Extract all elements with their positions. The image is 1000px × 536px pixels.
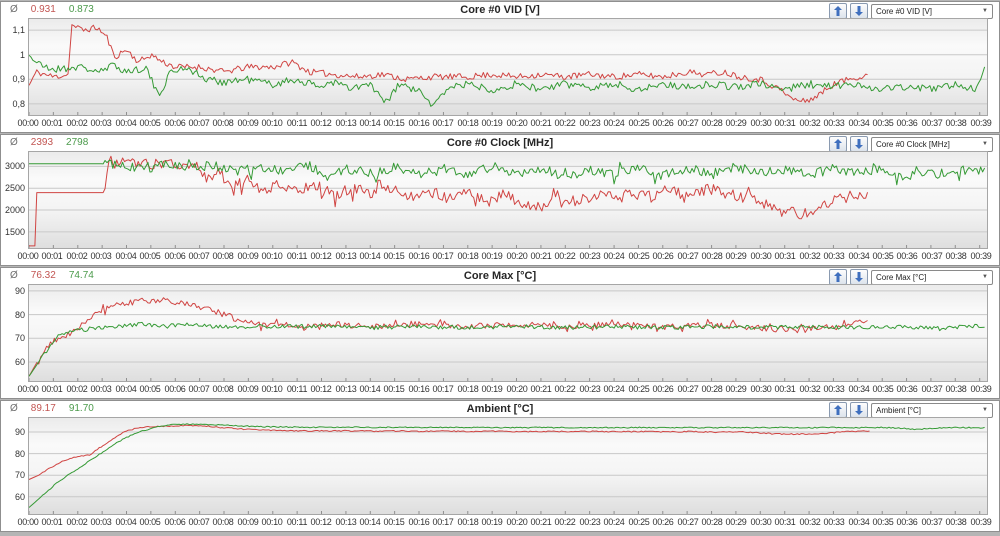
average-green-value: 74.74 [68, 270, 94, 281]
average-symbol: Ø [10, 270, 18, 281]
panel-core-max: Ø 76.32 74.74 Core Max [°C] Core Max [°C… [0, 267, 1000, 399]
chart-title: Core #0 Clock [MHz] [446, 137, 554, 149]
chart-title: Core Max [°C] [463, 270, 537, 282]
average-readout: Ø 0.931 0.873 [10, 4, 94, 15]
x-axis-labels: 00:00 00:01 00:02 00:03 00:04 00:05 00:06 00:07… [17, 118, 992, 128]
panel-header: Ø 2393 2798 Core #0 Clock [MHz] Core #0 … [1, 135, 999, 152]
move-down-button[interactable] [850, 269, 868, 285]
up-arrow-icon [834, 6, 842, 16]
average-symbol: Ø [10, 137, 18, 148]
metric-dropdown[interactable]: Ambient [°C] ▼ [871, 402, 993, 418]
move-down-button[interactable] [850, 402, 868, 418]
chart-plot [28, 284, 988, 382]
dropdown-caret-icon: ▼ [982, 274, 988, 280]
chart-title: Core #0 VID [V] [460, 4, 540, 16]
up-arrow-icon [834, 405, 842, 415]
average-readout: Ø 76.32 74.74 [10, 270, 94, 281]
metric-dropdown-value: Core Max [°C] [876, 272, 927, 282]
x-axis-labels: 00:00 00:01 00:02 00:03 00:04 00:05 00:06 00:07… [17, 517, 992, 527]
x-axis-labels: 00:00 00:01 00:02 00:03 00:04 00:05 00:06 00:07… [17, 384, 992, 394]
move-down-button[interactable] [850, 136, 868, 152]
average-green-value: 91.70 [68, 403, 94, 414]
metric-dropdown[interactable]: Core #0 VID [V] ▼ [871, 3, 993, 19]
metric-dropdown-value: Core #0 VID [V] [876, 6, 933, 16]
panel-header: Ø 76.32 74.74 Core Max [°C] Core Max [°C… [1, 268, 999, 285]
up-arrow-icon [834, 139, 842, 149]
chart-plot [28, 18, 988, 116]
panel-header: Ø 0.931 0.873 Core #0 VID [V] Core #0 VI… [1, 2, 999, 19]
down-arrow-icon [855, 405, 863, 415]
move-up-button[interactable] [829, 136, 847, 152]
metric-dropdown-value: Core #0 Clock [MHz] [876, 139, 950, 149]
move-up-button[interactable] [829, 402, 847, 418]
move-up-button[interactable] [829, 3, 847, 19]
average-red-value: 89.17 [30, 403, 56, 414]
average-red-value: 0.931 [30, 4, 56, 15]
average-red-value: 76.32 [30, 270, 56, 281]
down-arrow-icon [855, 139, 863, 149]
chart-plot [28, 417, 988, 515]
chart-plot [28, 151, 988, 249]
average-symbol: Ø [10, 403, 18, 414]
dropdown-caret-icon: ▼ [982, 407, 988, 413]
panel-header: Ø 89.17 91.70 Ambient [°C] Ambient [°C] … [1, 401, 999, 418]
panel-core0-vid: Ø 0.931 0.873 Core #0 VID [V] Core #0 VI… [0, 1, 1000, 133]
average-symbol: Ø [10, 4, 18, 15]
down-arrow-icon [855, 272, 863, 282]
average-red-value: 2393 [30, 137, 54, 148]
metric-dropdown[interactable]: Core Max [°C] ▼ [871, 269, 993, 285]
down-arrow-icon [855, 6, 863, 16]
average-green-value: 0.873 [68, 4, 94, 15]
dropdown-caret-icon: ▼ [982, 8, 988, 14]
metric-dropdown-value: Ambient [°C] [876, 405, 921, 415]
panel-core0-clock: Ø 2393 2798 Core #0 Clock [MHz] Core #0 … [0, 134, 1000, 266]
up-arrow-icon [834, 272, 842, 282]
chart-title: Ambient [°C] [466, 403, 534, 415]
move-down-button[interactable] [850, 3, 868, 19]
average-readout: Ø 2393 2798 [10, 137, 88, 148]
dropdown-caret-icon: ▼ [982, 141, 988, 147]
x-axis-labels: 00:00 00:01 00:02 00:03 00:04 00:05 00:06 00:07… [17, 251, 992, 261]
panel-ambient: Ø 89.17 91.70 Ambient [°C] Ambient [°C] … [0, 400, 1000, 532]
metric-dropdown[interactable]: Core #0 Clock [MHz] ▼ [871, 136, 993, 152]
average-readout: Ø 89.17 91.70 [10, 403, 94, 414]
move-up-button[interactable] [829, 269, 847, 285]
average-green-value: 2798 [66, 137, 89, 148]
